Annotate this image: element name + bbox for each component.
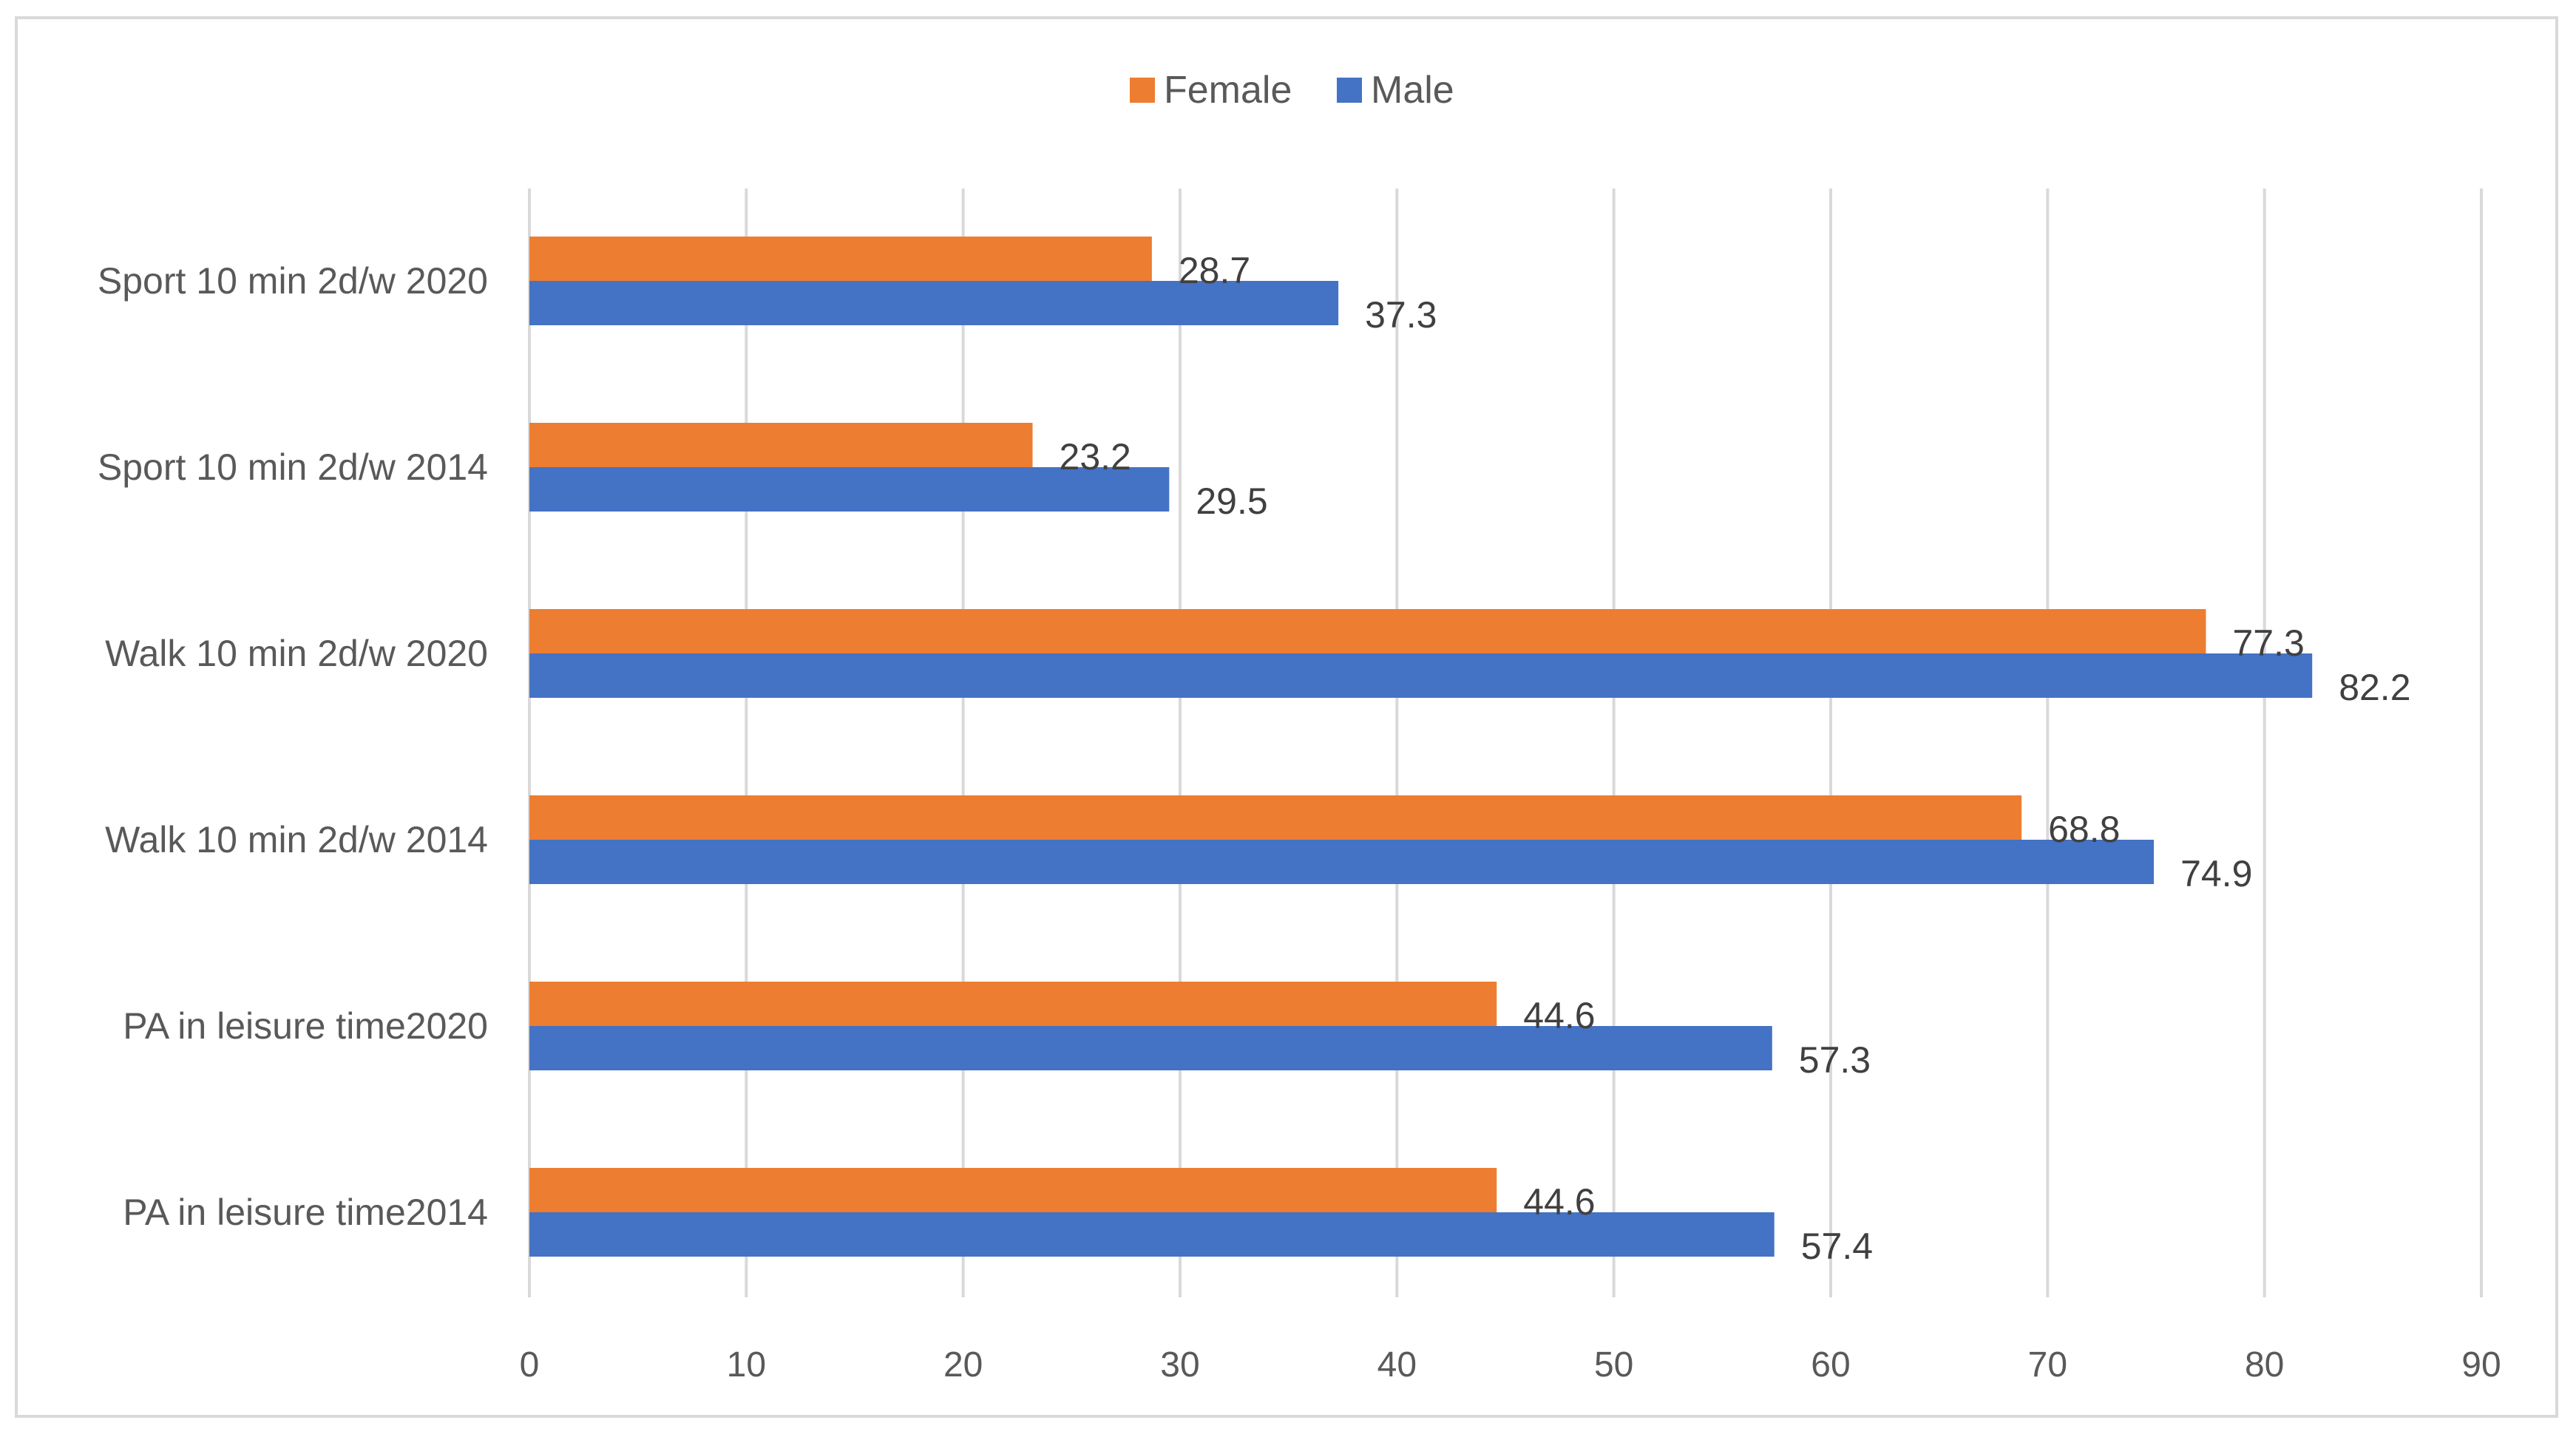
category-label: Walk 10 min 2d/w 2020	[105, 633, 488, 674]
x-tick-label: 10	[727, 1345, 766, 1385]
x-tick-label: 70	[2028, 1345, 2067, 1385]
category-label: Walk 10 min 2d/w 2014	[105, 819, 488, 860]
category-label: Sport 10 min 2d/w 2014	[98, 446, 488, 488]
bar-male	[529, 281, 1339, 325]
bar-male	[529, 1026, 1772, 1070]
legend-swatch-female	[1130, 78, 1155, 103]
category-label: PA in leisure time2014	[123, 1192, 488, 1233]
bar-female	[529, 609, 2206, 653]
data-label-male: 57.4	[1801, 1226, 1873, 1267]
bar-female	[529, 795, 2022, 840]
data-label-female: 68.8	[2048, 809, 2120, 850]
x-tick-label: 80	[2245, 1345, 2284, 1385]
legend-swatch-male	[1337, 78, 1362, 103]
x-tick-label: 60	[1811, 1345, 1850, 1385]
bar-male	[529, 653, 2313, 698]
bar-male	[529, 840, 2155, 884]
legend-label-male: Male	[1371, 69, 1454, 112]
legend: Female Male	[1130, 69, 1454, 112]
bar-female	[529, 982, 1497, 1026]
grid-lines	[528, 188, 2483, 1297]
data-label-male: 37.3	[1365, 294, 1437, 336]
x-tick-label: 30	[1160, 1345, 1199, 1385]
bar-female	[529, 237, 1152, 281]
labels: 0 10 20 30 40 50 60 70 80 90 Sport 10 min 2d/w 202…	[98, 250, 2501, 1385]
bar-male	[529, 1212, 1775, 1257]
data-label-female: 77.3	[2232, 622, 2304, 664]
data-label-female: 23.2	[1060, 436, 1131, 478]
category-label: PA in leisure time2020	[123, 1005, 488, 1047]
data-label-female: 44.6	[1523, 995, 1595, 1036]
data-label-female: 44.6	[1523, 1181, 1595, 1223]
data-label-male: 29.5	[1196, 480, 1267, 522]
x-tick-label: 20	[943, 1345, 983, 1385]
bars	[529, 237, 2313, 1257]
x-tick-label: 90	[2461, 1345, 2501, 1385]
bar-female	[529, 423, 1033, 467]
legend-label-female: Female	[1164, 69, 1292, 112]
x-tick-label: 50	[1594, 1345, 1633, 1385]
data-label-male: 74.9	[2180, 853, 2252, 894]
x-tick-label: 40	[1377, 1345, 1417, 1385]
x-tick-label: 0	[520, 1345, 540, 1385]
data-label-female: 28.7	[1179, 250, 1250, 291]
data-label-male: 82.2	[2339, 667, 2410, 708]
bar-male	[529, 467, 1170, 512]
data-label-male: 57.3	[1799, 1039, 1871, 1081]
bar-female	[529, 1168, 1497, 1212]
category-label: Sport 10 min 2d/w 2020	[98, 260, 488, 302]
